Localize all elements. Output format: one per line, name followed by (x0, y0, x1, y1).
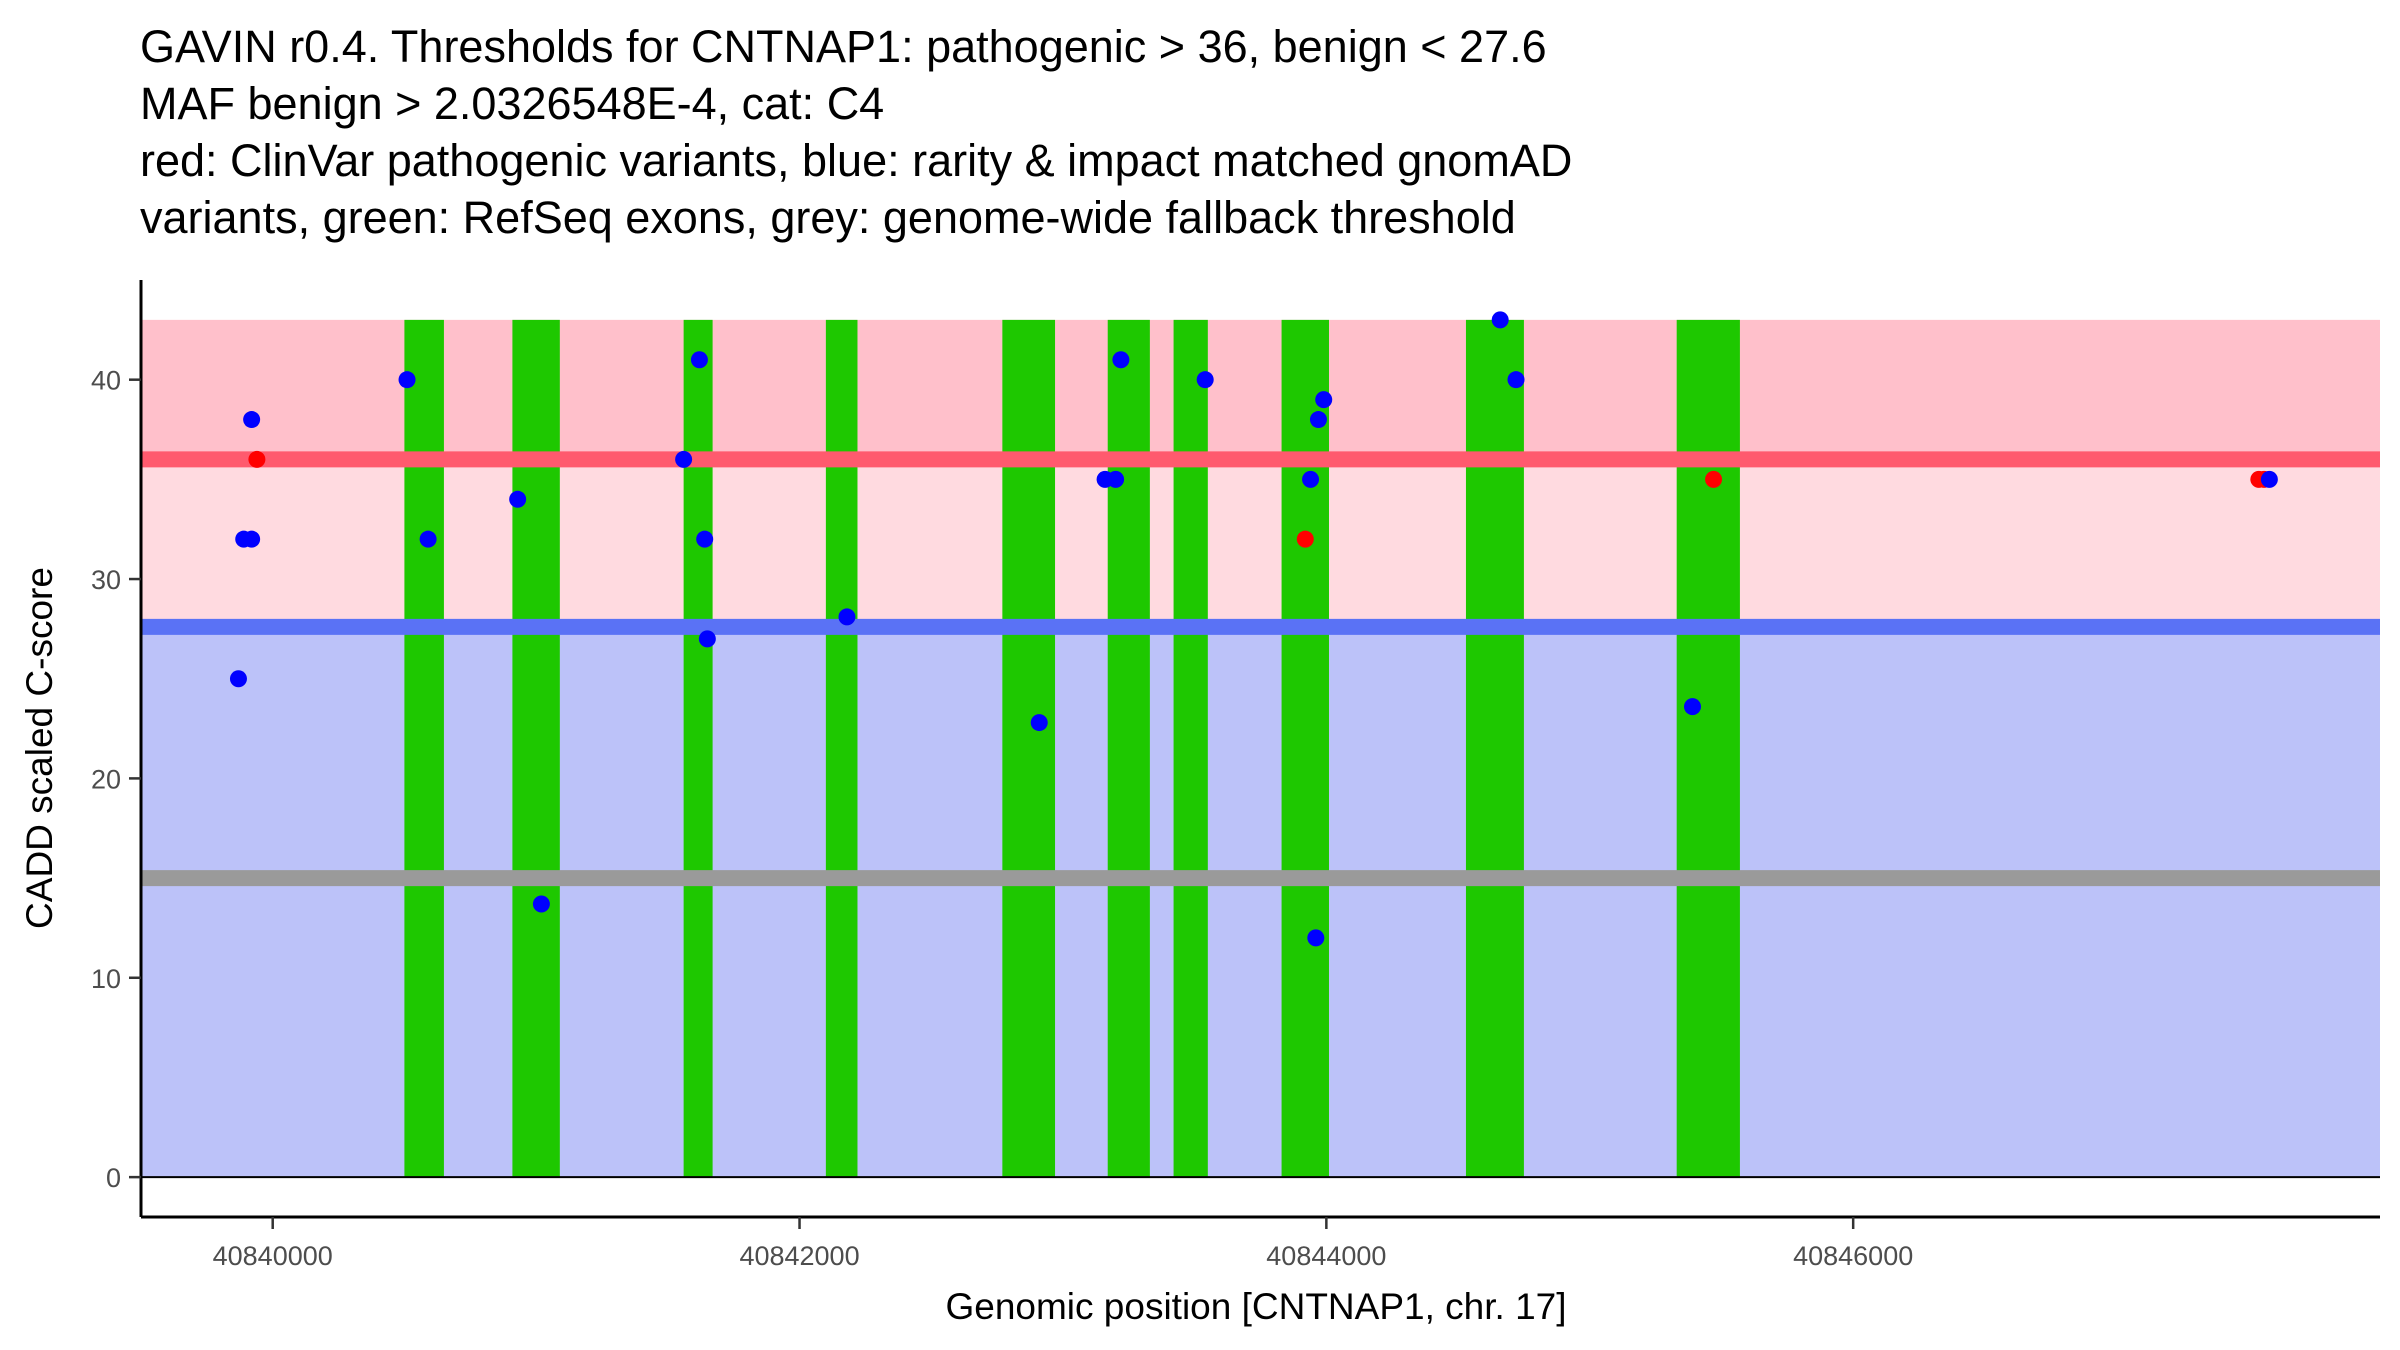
exon-bar-3 (683, 319, 713, 1178)
chart-title-line-1: GAVIN r0.4. Thresholds for CNTNAP1: path… (140, 21, 1547, 72)
x-axis-ticks: 40840000 40842000 40844000 40846000 (213, 1217, 1913, 1271)
gnomad-point-20 (1307, 929, 1325, 947)
exon-bar-2 (512, 319, 560, 1178)
chart-title-line-4: variants, green: RefSeq exons, grey: gen… (140, 192, 1516, 243)
gnomad-point-18 (1196, 371, 1214, 389)
exon-bar-4 (825, 319, 858, 1178)
threshold-bands (141, 319, 2380, 1178)
y-tick-label-3: 20 (91, 764, 121, 794)
axes (139, 280, 2380, 1219)
gnomad-point-23 (1491, 311, 1509, 329)
exon-bar-9 (1465, 319, 1524, 1178)
x-tick-label-1: 40840000 (213, 1241, 333, 1271)
x-axis-title: Genomic position [CNTNAP1, chr. 17] (945, 1286, 1566, 1327)
y-tick-label-1: 0 (106, 1163, 121, 1193)
threshold-lines (141, 451, 2380, 887)
exon-bar-8 (1281, 319, 1329, 1178)
exon-bar-1 (404, 319, 444, 1178)
clinvar-point-3 (1705, 470, 1723, 488)
gnomad-point-11 (696, 530, 714, 548)
gnomad-point-25 (1683, 698, 1701, 716)
y-axis-ticks: 0 10 20 30 40 (91, 366, 141, 1193)
gnomad-point-17 (1112, 351, 1130, 369)
chart-title-line-2: MAF benign > 2.0326548E-4, cat: C4 (140, 78, 885, 129)
gnomad-point-7 (509, 490, 527, 508)
clinvar-point-1 (248, 450, 266, 468)
exon-bar-5 (1002, 319, 1056, 1178)
chart-title-line-3: red: ClinVar pathogenic variants, blue: … (140, 135, 1573, 186)
gnomad-point-1 (229, 670, 247, 688)
gnomad-point-9 (675, 450, 693, 468)
gnomad-point-19 (1302, 470, 1320, 488)
gnomad-point-10 (690, 351, 708, 369)
y-tick-label-4: 30 (91, 565, 121, 595)
gnomad-point-26 (2260, 470, 2278, 488)
x-tick-label-4: 40846000 (1793, 1241, 1913, 1271)
gnomad-point-22 (1315, 391, 1333, 409)
exon-bar-6 (1107, 319, 1150, 1178)
y-axis-title: CADD scaled C-score (19, 567, 60, 929)
gnomad-point-3 (243, 530, 261, 548)
y-tick-label-5: 40 (91, 366, 121, 396)
exon-bar-10 (1676, 319, 1740, 1178)
y-tick-label-2: 10 (91, 964, 121, 994)
gnomad-point-8 (532, 895, 550, 913)
gnomad-point-6 (419, 530, 437, 548)
benign-band (141, 626, 2380, 1178)
x-tick-label-2: 40842000 (739, 1241, 859, 1271)
gnomad-point-5 (398, 371, 416, 389)
pathogenic-band (141, 319, 2380, 460)
exon-bar-7 (1173, 319, 1208, 1178)
gnomad-point-24 (1507, 371, 1525, 389)
x-tick-label-3: 40844000 (1266, 1241, 1386, 1271)
gnomad-point-14 (1030, 714, 1048, 732)
variant-points (229, 311, 2278, 947)
uncertain-band (141, 459, 2380, 627)
gnomad-point-13 (838, 608, 856, 626)
gnomad-point-16 (1107, 470, 1125, 488)
clinvar-point-2 (1296, 530, 1314, 548)
gnomad-point-4 (243, 411, 261, 429)
gnomad-point-21 (1309, 411, 1327, 429)
chart-title: GAVIN r0.4. Thresholds for CNTNAP1: path… (140, 18, 2340, 246)
exon-bars (404, 319, 1740, 1178)
gnomad-point-12 (698, 630, 716, 648)
